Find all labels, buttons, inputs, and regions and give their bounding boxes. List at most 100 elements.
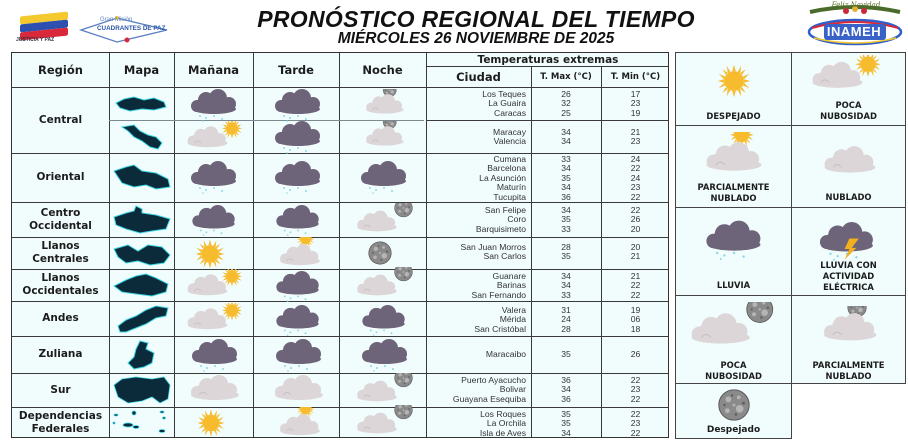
region-oriental: Oriental — [36, 171, 85, 183]
column-header-afternoon: Tarde — [278, 63, 314, 77]
legend-label: NUBLADO — [825, 192, 872, 202]
legend-label: DESPEJADO — [706, 111, 761, 121]
moon-cloud-icon — [354, 405, 418, 439]
tmin-centro-occidental: 22 26 20 — [630, 205, 641, 234]
cities-sur: Puerto Ayacucho Bolivar Guayana Esequiba — [452, 375, 526, 404]
page-subtitle: MIÉRCOLES 26 NOVIEMBRE DE 2025 — [337, 30, 615, 47]
sun-behind-cloud-icon — [268, 407, 332, 439]
legend-item-nublado: NUBLADO — [791, 125, 906, 208]
sun-icon — [196, 408, 226, 438]
map-central-2 — [120, 124, 163, 150]
divider — [12, 336, 668, 337]
justicia-paz-caption: JUSTICIA Y PAZ — [16, 37, 55, 43]
tmin-oriental: 24 22 24 23 22 — [630, 154, 641, 202]
moon-behind-cloud-icon — [354, 89, 414, 119]
rain-cloud-icon — [698, 220, 770, 262]
region-centro-occidental: Centro Occidental — [29, 206, 92, 232]
column-header-night: Noche — [362, 63, 403, 77]
divider — [426, 53, 427, 437]
map-zuliana — [127, 340, 155, 370]
cities-andes: Valera Mérida San Cristóbal — [474, 305, 526, 334]
inameh-logo — [807, 18, 903, 46]
legend-item-poca-nubosidad-noche: POCA NUBOSIDAD — [675, 295, 792, 384]
legend-label: POCA NUBOSIDAD — [705, 360, 762, 381]
tmin-zuliana: 26 — [630, 349, 641, 359]
map-centro-occidental — [113, 205, 171, 234]
cloud-icon — [268, 373, 330, 407]
sun-icon — [716, 63, 752, 99]
divider — [12, 373, 668, 374]
divider — [12, 202, 668, 203]
tmin-dependencias-federales: 22 23 22 — [630, 409, 641, 438]
cities-centro-occidental: San Felipe Coro Barquisimeto — [475, 205, 526, 234]
map-llanos-centrales — [113, 244, 171, 266]
legend-label: POCA NUBOSIDAD — [820, 100, 877, 121]
divider — [174, 53, 175, 437]
rain-icon — [184, 161, 244, 195]
tmax-central-1: 26 32 25 — [561, 89, 571, 118]
divider — [12, 301, 668, 302]
xmas-text: Feliz Navidad — [831, 1, 881, 9]
sun-behind-cloud-icon — [184, 269, 248, 301]
map-llanos-occidentales — [113, 273, 169, 297]
moon-cloud-icon — [354, 267, 418, 301]
sun-behind-cloud-icon — [688, 132, 780, 176]
cuadrantes-top: Gran Misión — [100, 17, 133, 23]
legend-label: PARCIALMENTE NUBLADO — [697, 182, 770, 203]
tmin-llanos-occidentales: 21 22 22 — [630, 271, 641, 300]
rain-icon — [184, 205, 244, 237]
map-andes — [117, 305, 169, 333]
tmin-sur: 22 23 22 — [630, 375, 641, 404]
tmin-llanos-centrales: 20 21 — [630, 242, 641, 262]
map-central-1 — [115, 96, 167, 112]
region-sur: Sur — [50, 383, 71, 396]
sun-behind-cloud-icon — [184, 121, 248, 153]
legend-item-parcialmente-nublado: PARCIALMENTE NUBLADO — [675, 125, 792, 208]
rain-icon — [354, 305, 414, 337]
cities-oriental: Cumana Barcelona La Asunción Maturín Tuc… — [479, 154, 526, 202]
moon-icon — [366, 239, 394, 267]
column-header-region: Región — [38, 63, 83, 77]
tmax-sur: 36 34 36 — [561, 375, 571, 404]
region-zuliana: Zuliana — [38, 348, 83, 360]
inameh-brand: INAMEH — [826, 24, 882, 39]
tmax-llanos-occidentales: 34 34 33 — [561, 271, 571, 300]
tmax-zuliana: 35 — [561, 349, 571, 359]
tmax-dependencias-federales: 35 35 34 — [561, 409, 571, 438]
region-andes: Andes — [42, 312, 79, 324]
tmax-central-2: 34 34 — [561, 127, 571, 147]
region-central: Central — [38, 113, 83, 126]
map-dependencias-federales — [112, 410, 166, 433]
tmin-central-1: 17 23 19 — [630, 89, 641, 118]
cloud-icon — [812, 144, 888, 180]
legend-item-parcialmente-nublado-noche: PARCIALMENTE NUBLADO — [791, 295, 906, 384]
legend-label: LLUVIA CON ACTIVIDAD ELÉCTRICA — [820, 260, 877, 292]
legend-item-lluvia-actividad-electrica: LLUVIA CON ACTIVIDAD ELÉCTRICA — [791, 207, 906, 296]
sun-icon — [194, 238, 226, 270]
rain-icon — [354, 339, 416, 373]
page-title: PRONÓSTICO REGIONAL DEL TIEMPO — [257, 6, 695, 32]
moon-cloud-icon — [686, 302, 782, 352]
rain-icon — [268, 339, 330, 373]
christmas-garland-icon — [809, 5, 901, 14]
legend-item-lluvia: LLUVIA — [675, 207, 792, 296]
legend-label: PARCIALMENTE NUBLADO — [812, 360, 885, 381]
divider — [109, 120, 424, 121]
rain-icon — [268, 89, 328, 123]
legend-item-despejado-noche: Despejado — [675, 383, 792, 439]
column-header-temps: Temperaturas extremas — [477, 53, 619, 66]
divider — [12, 269, 668, 270]
divider — [601, 66, 602, 437]
rain-icon — [268, 205, 328, 237]
rain-icon — [268, 305, 328, 337]
forecast-table: Región Mapa Mañana Tarde Noche Temperatu… — [11, 52, 669, 438]
tmax-centro-occidental: 34 35 33 — [561, 205, 571, 234]
legend-label: Despejado — [706, 425, 761, 435]
moon-behind-cloud-icon — [804, 306, 894, 348]
divider — [339, 53, 340, 437]
legend-item-despejado: DESPEJADO — [675, 52, 792, 126]
tmax-andes: 31 24 28 — [561, 305, 571, 334]
region-llanos-centrales: Llanos Centrales — [32, 240, 89, 265]
tmin-andes: 19 06 18 — [630, 305, 641, 334]
cloud-icon — [184, 373, 246, 407]
